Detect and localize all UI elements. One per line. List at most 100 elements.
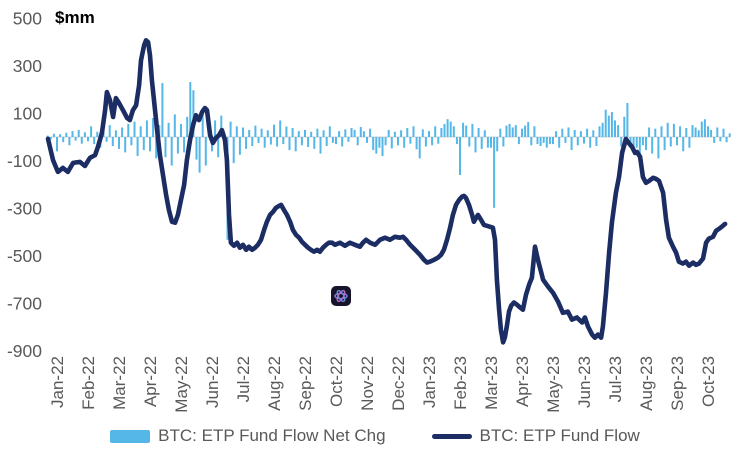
y-tick-label: -100 (7, 151, 42, 171)
net-chg-bar (167, 122, 170, 138)
net-chg-bar (56, 137, 58, 152)
y-tick-label: 300 (13, 56, 42, 76)
net-chg-bar (387, 129, 390, 137)
net-chg-bar (242, 127, 244, 137)
net-chg-bar (719, 137, 722, 142)
net-chg-bar (465, 125, 468, 137)
net-chg-bar (180, 123, 182, 137)
net-chg-bar (676, 137, 678, 146)
net-chg-bar (455, 137, 458, 145)
net-chg-bar (517, 137, 520, 145)
net-chg-bar (524, 125, 527, 137)
net-chg-bar (434, 126, 437, 137)
net-chg-bar (443, 123, 446, 137)
net-chg-bar (514, 125, 517, 137)
net-chg-bar (496, 137, 499, 152)
legend-item-fund-flow: BTC: ETP Fund Flow (431, 426, 640, 446)
net-chg-bar (341, 137, 344, 147)
net-chg-bar (483, 130, 486, 137)
net-chg-bar (350, 128, 353, 137)
net-chg-bar (254, 125, 257, 137)
net-chg-bar (235, 126, 238, 137)
net-chg-bar (462, 122, 465, 138)
y-tick-label: -900 (7, 341, 42, 361)
net-chg-bar (685, 128, 688, 137)
net-chg-bar (648, 127, 651, 137)
net-chg-bar (601, 122, 604, 138)
net-chg-bar (530, 137, 533, 146)
net-chg-bar (217, 137, 220, 158)
net-chg-bar (654, 128, 657, 137)
net-chg-bar (83, 132, 86, 138)
net-chg-bar (304, 129, 306, 137)
net-chg-bar (251, 137, 254, 146)
net-chg-bar (607, 115, 610, 137)
net-chg-bar (269, 137, 272, 145)
net-chg-bar (477, 128, 480, 137)
net-chg-bar (229, 121, 232, 137)
net-chg-bar (186, 116, 189, 137)
net-chg-bar (586, 128, 589, 137)
net-chg-bar (645, 137, 647, 151)
x-tick-label: Jun-22 (203, 356, 222, 408)
net-chg-bar (707, 126, 709, 137)
net-chg-bar (68, 137, 71, 146)
x-tick-label: Jul-22 (234, 356, 253, 402)
net-chg-bar (130, 137, 133, 146)
net-chg-bar (152, 118, 155, 137)
net-chg-bar (49, 137, 52, 140)
net-chg-bar (328, 126, 331, 137)
y-tick-label: -700 (7, 293, 42, 313)
net-chg-bar (502, 137, 505, 147)
x-tick-label: Mar-22 (110, 356, 129, 410)
net-chg-bar (589, 137, 592, 148)
net-chg-bar (728, 133, 731, 137)
net-chg-bar (579, 131, 582, 137)
net-chg-bar (300, 137, 303, 146)
net-chg-bar (409, 137, 412, 144)
net-chg-bar (291, 128, 294, 137)
net-chg-bar (108, 125, 111, 137)
net-chg-bar (548, 137, 551, 145)
net-chg-bar (145, 120, 148, 137)
net-chg-bar (369, 128, 372, 137)
chatgpt-watermark-icon (331, 286, 351, 306)
net-chg-bar (570, 137, 573, 151)
net-chg-bar (564, 137, 567, 143)
net-chg-bar (437, 137, 440, 144)
net-chg-bar (527, 122, 530, 137)
x-tick-label: Nov-22 (358, 356, 377, 411)
net-chg-bar (279, 120, 282, 137)
net-chg-bar (362, 131, 365, 137)
net-chg-bar (105, 137, 108, 142)
net-chg-bar (536, 137, 539, 145)
net-chg-bar (74, 137, 77, 141)
net-chg-bar (335, 137, 337, 145)
net-chg-bar (297, 131, 300, 137)
chart-legend: BTC: ETP Fund Flow Net Chg BTC: ETP Fund… (0, 426, 750, 446)
net-chg-bar (421, 129, 424, 137)
net-chg-bar (46, 135, 49, 137)
net-chg-bar (114, 130, 117, 137)
net-chg-bar (273, 124, 275, 137)
x-tick-label: Jan-23 (420, 356, 439, 408)
x-tick-label: Apr-22 (141, 356, 160, 407)
net-chg-bar (555, 131, 558, 137)
y-tick-label: -500 (7, 246, 42, 266)
x-tick-label: Jul-23 (606, 356, 625, 402)
net-chg-bar (493, 137, 496, 208)
net-chg-bar (567, 127, 570, 137)
net-chg-bar (635, 137, 638, 148)
net-chg-bar (623, 116, 626, 137)
x-tick-label: Jun-23 (575, 356, 594, 408)
net-chg-bar (347, 137, 350, 142)
net-chg-bar (393, 131, 396, 137)
net-chg-bar (71, 131, 74, 137)
net-chg-bar (245, 137, 248, 149)
x-tick-label: Aug-23 (637, 356, 656, 411)
net-chg-bar (722, 128, 725, 137)
net-chg-bar (62, 137, 65, 143)
net-chg-bar (614, 120, 616, 137)
net-chg-bar (93, 137, 96, 145)
